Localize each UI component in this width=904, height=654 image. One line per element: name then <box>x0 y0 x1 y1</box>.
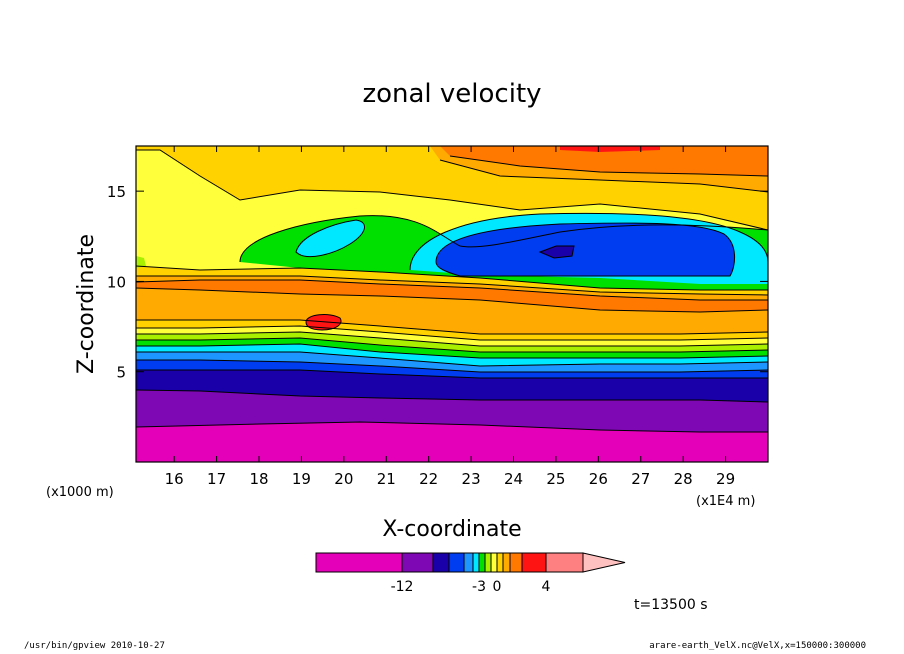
x-tick-label: 19 <box>292 470 311 488</box>
x-tick-label: 27 <box>631 470 650 488</box>
colorbar-segment <box>496 552 504 573</box>
y-tick-label: 10 <box>107 273 126 291</box>
x-tick-label: 17 <box>207 470 226 488</box>
colorbar-segment <box>315 552 403 573</box>
colorbar-segment <box>401 552 434 573</box>
y-axis-label: Z-coordinate <box>74 234 99 374</box>
colorbar-segment <box>509 552 523 573</box>
x-tick-label: 29 <box>716 470 735 488</box>
colorbar-segment <box>502 552 511 573</box>
x-tick-label: 25 <box>546 470 565 488</box>
region-orange-top <box>440 146 768 176</box>
colorbar-segment <box>448 552 465 573</box>
colorbar-segment <box>463 552 474 573</box>
colorbar-segment <box>545 552 584 573</box>
colorbar-tick-label: -12 <box>391 579 414 595</box>
plot-frame <box>135 145 769 463</box>
region-blue-core <box>436 223 735 276</box>
time-label: t=13500 s <box>634 597 708 613</box>
colorbar-tick-label: 4 <box>542 579 551 595</box>
x-tick-label: 24 <box>504 470 523 488</box>
contour-field <box>136 146 768 462</box>
x-tick-label: 18 <box>249 470 268 488</box>
colorbar-segment <box>478 552 486 573</box>
chart-title: zonal velocity <box>362 79 541 109</box>
footer-right: arare-earth_VelX.nc@VelX,x=150000:300000 <box>649 641 866 651</box>
colorbar-segment <box>432 552 450 573</box>
footer-left: /usr/bin/gpview 2010-10-27 <box>24 641 165 651</box>
x-tick-label: 26 <box>589 470 608 488</box>
colorbar <box>315 552 626 573</box>
region-cyan-left <box>296 220 365 257</box>
y-axis-ticks: 5 10 15 <box>107 183 768 382</box>
x-tick-label: 22 <box>419 470 438 488</box>
x-tick-label: 23 <box>462 470 481 488</box>
colorbar-tick-label: -3 <box>472 579 486 595</box>
x-tick-label: 21 <box>377 470 396 488</box>
y-tick-label: 5 <box>116 364 126 382</box>
x-tick-label: 28 <box>674 470 693 488</box>
colorbar-extend-arrow <box>582 552 626 573</box>
x-tick-label: 16 <box>165 470 184 488</box>
colorbar-segment <box>472 552 480 573</box>
region-lime-left <box>136 256 146 268</box>
colorbar-segment <box>484 552 492 573</box>
colorbar-segment <box>490 552 498 573</box>
colorbar-tick-labels: -12 -3 0 4 <box>391 579 551 595</box>
x-unit-left: (x1000 m) <box>46 485 114 500</box>
x-unit-right: (x1E4 m) <box>696 494 755 509</box>
colorbar-tick-label: 0 <box>493 579 502 595</box>
x-axis-label: X-coordinate <box>382 517 521 542</box>
contour-lines <box>136 149 768 433</box>
colorbar-segment <box>521 552 547 573</box>
x-tick-label: 20 <box>334 470 353 488</box>
y-tick-label: 15 <box>107 183 126 201</box>
region-red-top <box>560 146 660 152</box>
x-axis-ticks: 16 17 18 19 20 21 22 23 24 25 26 27 28 29 <box>165 146 735 488</box>
